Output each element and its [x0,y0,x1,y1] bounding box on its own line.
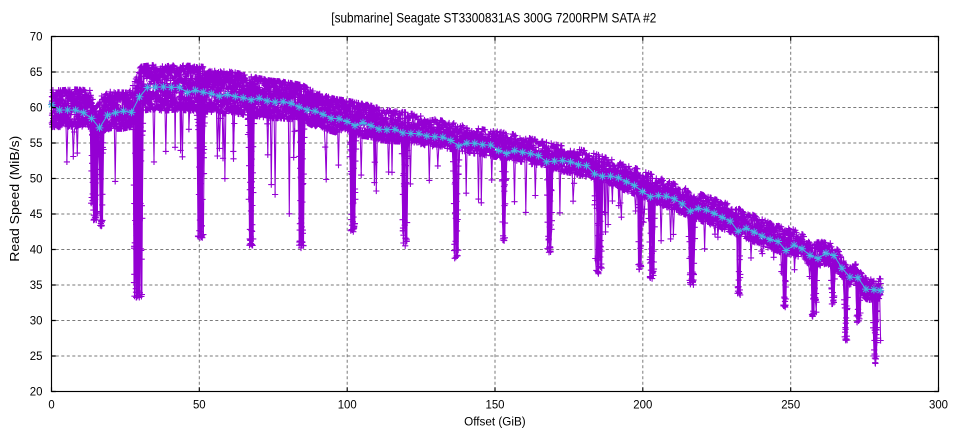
svg-text:30: 30 [30,314,43,328]
svg-text:[submarine] Seagate ST3300831A: [submarine] Seagate ST3300831AS 300G 720… [331,9,656,25]
svg-text:25: 25 [30,349,43,363]
svg-text:50: 50 [193,397,206,411]
svg-text:200: 200 [633,397,652,411]
svg-text:Read Speed (MiB/s): Read Speed (MiB/s) [7,136,22,262]
svg-text:0: 0 [48,397,54,411]
svg-text:300: 300 [929,397,948,411]
svg-text:70: 70 [30,30,43,44]
svg-text:150: 150 [486,397,505,411]
svg-text:45: 45 [30,207,43,221]
svg-text:35: 35 [30,278,43,292]
svg-text:55: 55 [30,136,43,150]
svg-text:20: 20 [30,385,43,399]
svg-text:Offset (GiB): Offset (GiB) [464,415,526,429]
svg-text:250: 250 [781,397,800,411]
svg-text:100: 100 [338,397,357,411]
svg-text:60: 60 [30,101,43,115]
svg-text:65: 65 [30,65,43,79]
svg-text:50: 50 [30,172,43,186]
svg-text:40: 40 [30,243,43,257]
